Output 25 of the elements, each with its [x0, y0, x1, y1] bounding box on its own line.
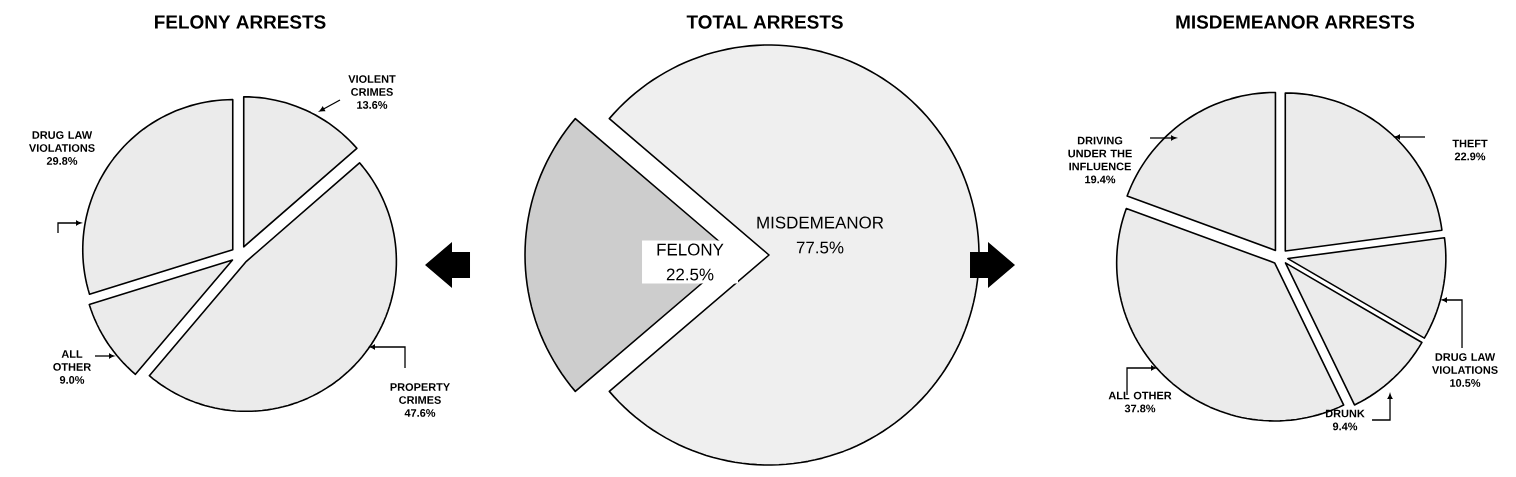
data-label: 22.5% — [666, 268, 714, 281]
slice-label: DRUG LAW VIOLATIONS — [1432, 353, 1498, 374]
data-label: 77.5% — [796, 241, 844, 254]
slice-label: ALL OTHER — [1108, 391, 1172, 400]
chart-title: MISDEMEANOR ARRESTS — [1176, 15, 1415, 29]
chart-title: FELONY ARRESTS — [155, 15, 326, 29]
data-label: 37.8% — [1124, 404, 1156, 413]
data-label: 47.6% — [404, 409, 436, 417]
data-label: 13.6% — [357, 101, 388, 109]
slice-label: DRUG LAW VIOLATIONS — [29, 131, 95, 152]
slice-label: THEFT — [1452, 139, 1488, 148]
data-label: 10.5% — [1450, 379, 1481, 387]
legend-label: DRIVING UNDER THE INFLUENCE — [1068, 136, 1132, 171]
data-label: 19.4% — [1085, 175, 1116, 184]
data-label: 29.8% — [46, 157, 78, 165]
slice-label: ALL OTHER — [53, 350, 91, 371]
slice-label: MISDEMEANOR — [757, 216, 884, 229]
slice-label: PROPERTY CRIMES — [390, 383, 450, 404]
chart-title: TOTAL ARRESTS — [686, 15, 843, 29]
data-label: 22.9% — [1454, 152, 1486, 161]
slice-label: FELONY — [657, 243, 724, 256]
data-label: 9.4% — [1332, 422, 1358, 431]
slice-label: DRUNK — [1325, 409, 1365, 418]
slice-label: VIOLENT CRIMES — [348, 75, 396, 96]
data-label: 9.0% — [59, 376, 85, 384]
